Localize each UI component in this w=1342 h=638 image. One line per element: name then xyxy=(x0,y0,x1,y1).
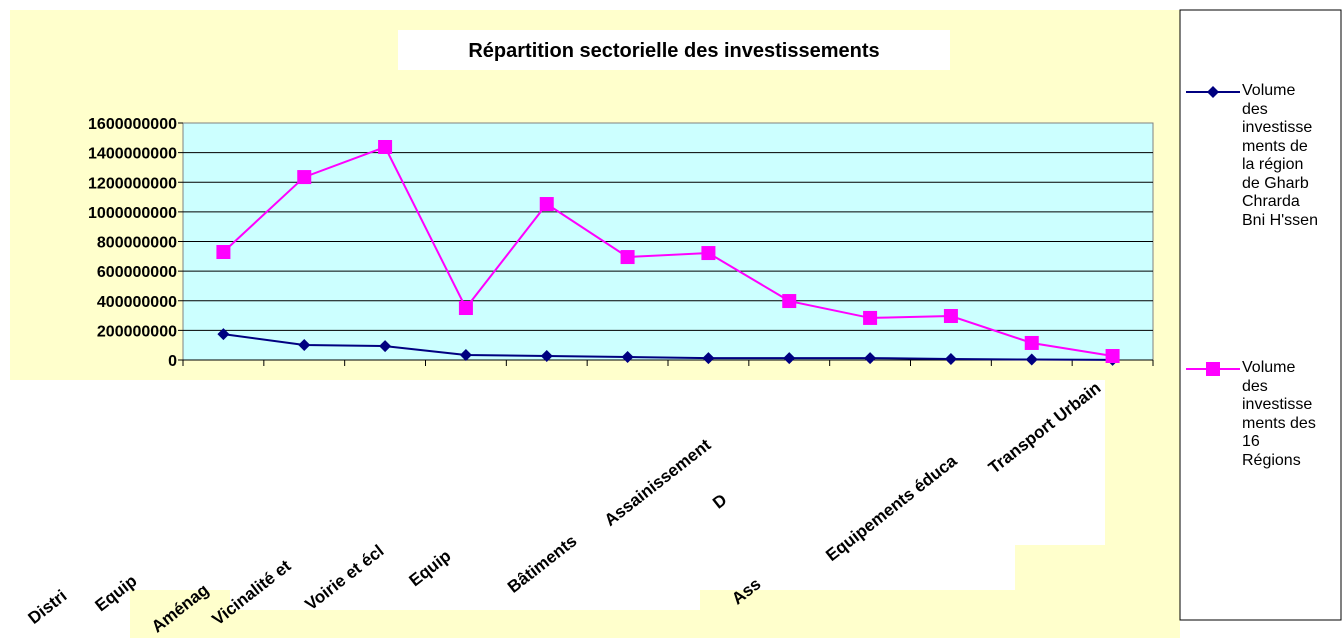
marker xyxy=(621,351,634,364)
label-mask xyxy=(10,380,1015,590)
legend-box xyxy=(1179,9,1342,621)
y-tick-label: 1200000000 xyxy=(88,175,177,192)
marker xyxy=(620,250,635,265)
marker xyxy=(539,197,554,212)
y-tick-label: 800000000 xyxy=(97,235,177,252)
y-tick-label: 1600000000 xyxy=(88,116,177,133)
legend-marker xyxy=(1207,86,1219,98)
marker xyxy=(943,309,958,324)
title-box xyxy=(398,30,950,70)
marker xyxy=(782,294,797,309)
y-tick-label: 0 xyxy=(168,353,177,370)
marker xyxy=(378,139,393,154)
marker xyxy=(1025,353,1038,366)
y-tick-label: 1000000000 xyxy=(88,205,177,222)
marker xyxy=(783,352,796,365)
y-tick-label: 1400000000 xyxy=(88,146,177,163)
marker xyxy=(701,246,716,261)
marker xyxy=(702,352,715,365)
y-tick-label: 400000000 xyxy=(97,294,177,311)
label-mask xyxy=(230,575,700,610)
marker xyxy=(379,340,392,353)
label-mask xyxy=(10,590,130,638)
chart-title: Répartition sectorielle des investisseme… xyxy=(468,40,879,62)
marker xyxy=(217,328,230,341)
marker xyxy=(863,310,878,325)
marker xyxy=(458,301,473,316)
marker xyxy=(1105,349,1120,364)
y-tick-label: 200000000 xyxy=(97,323,177,340)
marker xyxy=(540,350,553,363)
label-mask xyxy=(1015,380,1105,545)
marker xyxy=(297,170,312,185)
y-tick-label: 600000000 xyxy=(97,264,177,281)
series-line xyxy=(222,145,1113,357)
legend-marker xyxy=(1206,362,1220,376)
marker xyxy=(459,348,472,361)
series-line xyxy=(223,333,1113,361)
marker xyxy=(1024,335,1039,350)
legend-label: Volume des investissements des 16 Région… xyxy=(1242,359,1316,469)
marker xyxy=(298,339,311,352)
legend-label: Volume des investissements de la région … xyxy=(1242,82,1318,229)
marker xyxy=(944,352,957,365)
marker xyxy=(216,245,231,260)
marker xyxy=(864,352,877,365)
